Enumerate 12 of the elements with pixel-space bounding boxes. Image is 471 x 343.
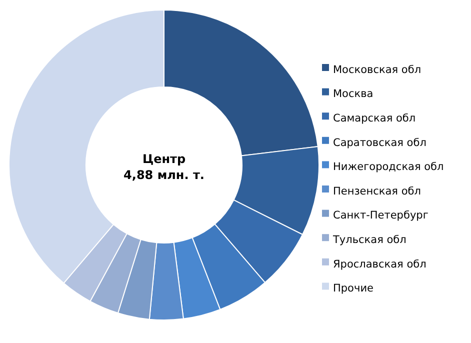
legend-label: Ярославская обл bbox=[333, 258, 426, 270]
legend-label: Нижегородская обл bbox=[333, 161, 444, 174]
legend-label: Москва bbox=[333, 88, 374, 100]
legend-label: Санкт-Петербург bbox=[333, 210, 428, 222]
legend-label: Тульская обл bbox=[332, 234, 406, 246]
legend-label: Пензенская обл bbox=[333, 185, 421, 198]
legend-label: Саратовская обл bbox=[333, 136, 426, 149]
legend-label: Московская обл bbox=[333, 64, 422, 76]
legend-label: Прочие bbox=[333, 282, 374, 295]
text: Центр bbox=[142, 152, 186, 166]
legend-label: Самарская обл bbox=[333, 112, 416, 124]
text: 4,88 млн. т. bbox=[124, 168, 204, 182]
